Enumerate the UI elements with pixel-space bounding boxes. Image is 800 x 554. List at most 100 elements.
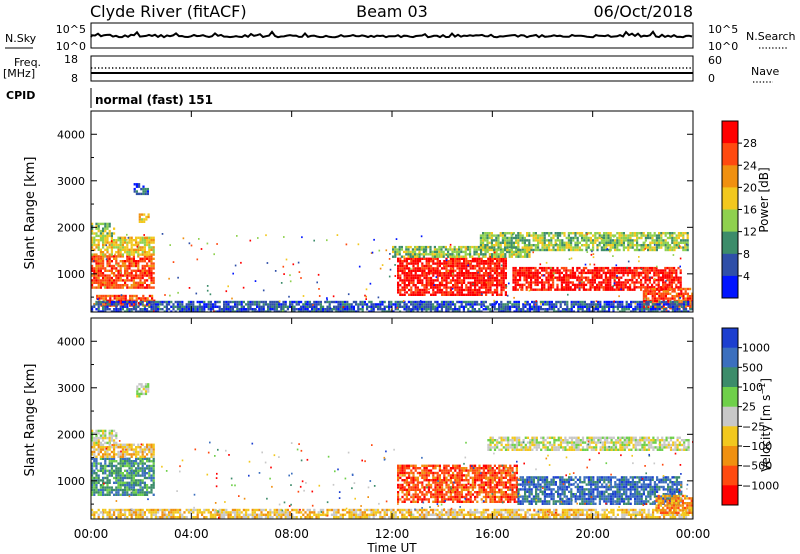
power-cell [322, 308, 325, 311]
power-cell [570, 248, 573, 252]
power-cell [172, 305, 175, 308]
power-cell [372, 310, 375, 312]
power-speckle [586, 251, 589, 253]
power-cell [229, 300, 232, 304]
power-cell [142, 192, 145, 196]
power-cell [478, 267, 481, 270]
power-cell [516, 283, 519, 287]
power-cell [262, 300, 265, 304]
power-cell [600, 269, 603, 272]
power-cell [408, 274, 411, 277]
power-cell [563, 288, 566, 291]
power-cell [577, 305, 580, 308]
power-cell [658, 308, 661, 311]
power-cell [425, 276, 428, 280]
power-cell [578, 278, 581, 282]
power-cell [108, 281, 111, 284]
power-cell [469, 276, 472, 280]
power-cell [565, 244, 568, 247]
power-cell [132, 262, 135, 265]
power-cell [491, 262, 494, 265]
power-cell [504, 276, 507, 280]
power-cell [361, 310, 364, 312]
power-cell [601, 310, 604, 312]
velocity-cell [124, 481, 127, 484]
power-cell [500, 300, 503, 304]
power-cell [521, 269, 524, 272]
power-cell [610, 300, 613, 304]
velocity-cell [137, 446, 140, 449]
power-cell [452, 257, 455, 260]
power-cell [614, 244, 617, 247]
power-cell [145, 218, 148, 221]
power-cell [674, 308, 677, 311]
power-speckle [326, 298, 328, 301]
velocity-cell [135, 474, 138, 477]
power-cell [679, 283, 682, 287]
power-cell [488, 236, 491, 240]
power-cell [538, 276, 541, 279]
power-cell [121, 243, 124, 247]
power-speckle [104, 299, 107, 302]
power-cell [454, 288, 457, 292]
velocity-cell [130, 453, 133, 456]
velocity-cell [119, 462, 122, 465]
power-cell [430, 269, 433, 272]
power-cell [416, 264, 419, 268]
velocity-cell [99, 446, 102, 449]
power-cell [115, 262, 118, 265]
power-cell [115, 269, 118, 272]
power-cell [591, 283, 594, 287]
power-cell [647, 303, 650, 306]
power-cell [106, 239, 109, 242]
power-cell [445, 284, 448, 287]
power-cell [99, 300, 102, 304]
velocity-cell [95, 481, 98, 484]
power-cell [620, 241, 623, 244]
power-cell [326, 305, 329, 308]
power-cell [410, 281, 413, 284]
power-cell [563, 234, 566, 237]
power-cell [644, 276, 647, 279]
power-cell [165, 308, 168, 311]
power-cell [295, 303, 298, 306]
power-cell [107, 294, 110, 298]
power-speckle [493, 251, 496, 254]
velocity-cell [108, 457, 111, 460]
power-cell [482, 276, 485, 280]
power-cell [122, 302, 125, 305]
power-cell [675, 283, 678, 287]
power-cell [124, 281, 127, 284]
power-cell [128, 241, 131, 244]
power-cell [653, 304, 656, 307]
power-cell [113, 227, 116, 230]
power-cell [425, 272, 428, 275]
power-cell [550, 239, 553, 242]
power-cell [499, 250, 502, 254]
power-cell [638, 236, 641, 240]
power-cell [319, 310, 322, 312]
power-cell [480, 250, 483, 254]
power-cell [397, 260, 400, 263]
power-cell [102, 243, 105, 247]
velocity-cell [137, 491, 140, 494]
power-cell [119, 260, 122, 263]
power-cell [429, 308, 432, 311]
power-cell [574, 246, 577, 249]
power-cell [608, 308, 611, 311]
power-cell [473, 245, 476, 249]
power-cell [625, 236, 628, 240]
power-cell [152, 276, 155, 280]
power-cell [198, 310, 201, 312]
power-cell [607, 234, 610, 237]
power-cell [559, 305, 562, 308]
velocity-cell [104, 481, 107, 484]
power-cell [104, 284, 107, 287]
power-cell [493, 279, 496, 282]
power-cell [677, 281, 680, 284]
power-cell [91, 232, 94, 235]
power-speckle [274, 270, 277, 272]
power-cell [126, 276, 129, 280]
power-cell [488, 241, 491, 244]
power-cell [141, 257, 144, 260]
